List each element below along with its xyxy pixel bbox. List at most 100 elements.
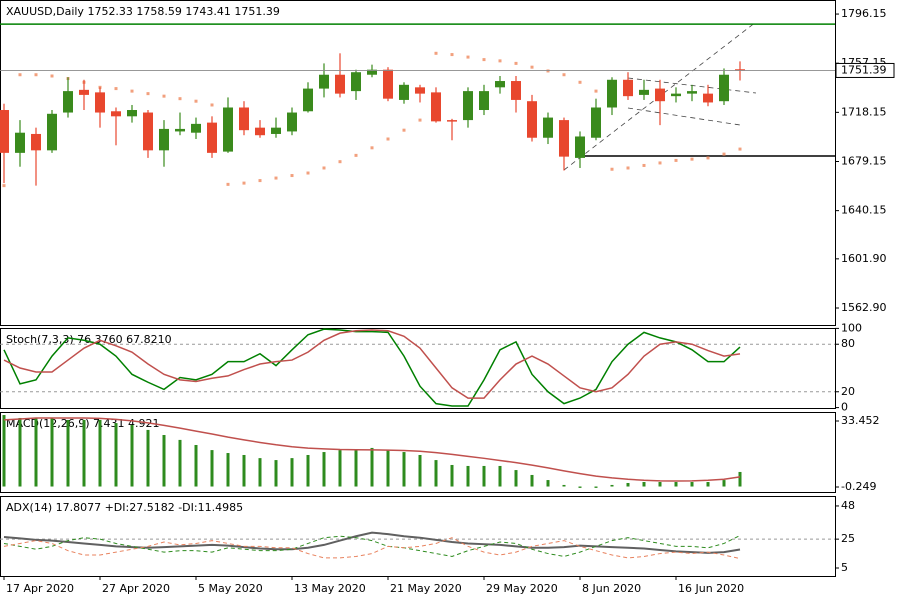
candle-body [383, 69, 393, 99]
candle-body [143, 112, 153, 151]
price-box [835, 62, 895, 78]
current-price-label: 1751.39 [841, 63, 887, 76]
sar-dot [338, 160, 342, 164]
indicator-line [3, 531, 741, 554]
macd-bar [530, 474, 534, 487]
sar-dot [290, 174, 294, 178]
candle-body [271, 127, 281, 134]
y-tick-label: 1679.15 [841, 154, 887, 167]
candle-body [127, 110, 137, 117]
sar-dot [434, 51, 438, 55]
candle-body [431, 92, 441, 122]
macd-bar [354, 450, 358, 487]
sar-dot [306, 171, 310, 175]
sar-dot [354, 153, 358, 157]
candle-body [575, 136, 585, 158]
sar-dot [674, 158, 678, 162]
candle-body [367, 69, 377, 75]
candle-body [607, 79, 617, 108]
macd-bar [98, 419, 102, 487]
sar-dot [466, 55, 470, 59]
macd-bar [66, 419, 70, 487]
y-tick-label: -0.249 [841, 480, 876, 493]
macd-bar [82, 419, 86, 487]
macd-bar [626, 482, 630, 487]
candle-body [527, 101, 537, 138]
macd-bar [162, 435, 166, 487]
frame [0, 496, 836, 577]
macd-bar [674, 482, 678, 487]
candle-body [175, 128, 185, 132]
sar-dot [546, 69, 550, 73]
panel-title: XAUUSD,Daily 1752.33 1758.59 1743.41 175… [6, 5, 280, 18]
indicator-line [3, 417, 741, 482]
macd-bar [18, 417, 22, 487]
candle-body [495, 81, 505, 88]
macd-bar [338, 450, 342, 487]
sar-dot [194, 99, 198, 103]
macd-bar [242, 454, 246, 487]
candle-body [399, 84, 409, 100]
candle-body [95, 92, 105, 113]
candle-body [511, 81, 521, 100]
candle-body [191, 123, 201, 133]
x-tick-label: 29 May 2020 [486, 582, 558, 595]
macd-bar [578, 486, 582, 488]
macd-bar [450, 464, 454, 487]
panel-title: Stoch(7,3,3) 76.3760 67.8210 [6, 333, 172, 346]
macd-bar [514, 470, 518, 487]
candle-body [31, 133, 41, 151]
macd-bar [274, 460, 278, 487]
y-tick-label: 80 [841, 337, 855, 350]
x-tick-label: 13 May 2020 [294, 582, 366, 595]
sar-dot [482, 58, 486, 62]
candle-body [559, 120, 569, 157]
sar-dot [210, 103, 214, 107]
macd-bar [722, 480, 726, 487]
candle-body [479, 91, 489, 111]
macd-bar [130, 425, 134, 487]
macd-bar [706, 482, 710, 487]
indicator-line [3, 329, 741, 399]
sar-dot [178, 97, 182, 101]
macd-bar [34, 417, 38, 487]
sar-dot [274, 176, 278, 180]
panel-frames [0, 0, 836, 577]
frame [0, 412, 836, 493]
candle-body [335, 74, 345, 94]
frame [0, 0, 836, 326]
sar-dot [418, 118, 422, 122]
frame [0, 328, 836, 409]
macd-bar [226, 453, 230, 487]
candle-body [543, 117, 553, 138]
sar-dot [722, 152, 726, 156]
candle-body [0, 110, 9, 153]
macd-bar [386, 450, 390, 487]
candle-body [207, 122, 217, 153]
macd-bar [306, 454, 310, 487]
y-tick-label: 5 [841, 561, 848, 574]
sar-dot [450, 53, 454, 57]
macd-bar [546, 480, 550, 487]
candle-body [111, 111, 121, 117]
indicator-line [3, 535, 741, 557]
indicator-line [3, 537, 741, 560]
macd-bar [418, 454, 422, 487]
candle-body [719, 74, 729, 102]
y-tick-label: 0 [841, 401, 848, 414]
sar-dot [738, 147, 742, 151]
sar-dot [562, 73, 566, 77]
x-tick-label: 21 May 2020 [390, 582, 462, 595]
y-tick-label: 1640.15 [841, 204, 887, 217]
macd-bar [146, 429, 150, 487]
sar-dot [130, 89, 134, 93]
candle-body [15, 132, 25, 153]
candle-body [655, 88, 665, 102]
sar-dot [706, 156, 710, 160]
candle-body [447, 120, 457, 122]
macd-bar [466, 465, 470, 487]
sar-dot [642, 163, 646, 167]
sar-dot [610, 167, 614, 171]
